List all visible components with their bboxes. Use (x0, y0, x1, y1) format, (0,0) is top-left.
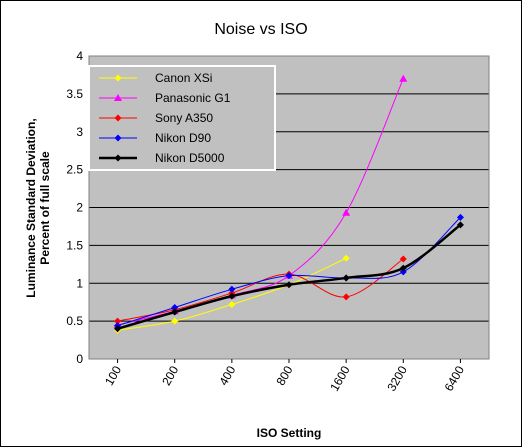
data-point-nikon-d90 (456, 213, 464, 221)
legend-marker-panasonic-g1 (114, 94, 122, 101)
legend-label-nikon-d90: Nikon D90 (155, 131, 211, 145)
y-tick-label: 4 (76, 49, 83, 63)
legend: Canon XSi Panasonic G1 Sony A350 Nikon D90 N… (88, 65, 276, 171)
y-tick-label: 0 (76, 352, 83, 366)
legend-marker-sony-a350 (114, 114, 122, 122)
series-layer (113, 74, 464, 334)
data-point-nikon-d5000 (399, 264, 407, 272)
x-tick-label: 100 (102, 363, 124, 388)
legend-label-sony-a350: Sony A350 (155, 111, 213, 125)
data-point-nikon-d5000 (285, 281, 293, 289)
legend-label-panasonic-g1: Panasonic G1 (155, 91, 231, 105)
legend-marker-canon-xsi (114, 74, 122, 82)
x-tick-label: 3200 (384, 363, 410, 393)
data-point-nikon-d5000 (342, 274, 350, 282)
chart-title: Noise vs ISO (214, 21, 307, 38)
y-tick-label: 1.5 (66, 238, 83, 252)
y-tick-labels: 0 0.5 1 1.5 2 2.5 3 3.5 4 (66, 49, 83, 366)
data-point-sony-a350 (114, 317, 122, 325)
data-point-canon-xsi (171, 317, 179, 325)
data-point-nikon-d5000 (114, 325, 122, 333)
data-point-canon-xsi (228, 300, 236, 308)
data-point-nikon-d90 (285, 272, 293, 280)
y-axis-title-line-1: Luminance Standard Deviation, (24, 118, 38, 297)
legend-marker-nikon-d5000 (114, 154, 122, 162)
x-tick-label: 1600 (327, 363, 353, 393)
y-tick-label: 2.5 (66, 163, 83, 177)
data-point-panasonic-g1 (342, 208, 351, 216)
legend-items: Canon XSi Panasonic G1 Sony A350 Nikon D90 N… (99, 71, 231, 165)
x-axis-title: ISO Setting (257, 426, 322, 440)
y-tick-label: 0.5 (66, 314, 83, 328)
x-tick-label: 400 (216, 363, 238, 388)
data-point-nikon-d90 (228, 285, 236, 293)
data-point-canon-xsi (342, 254, 350, 262)
y-axis-title-line-2: Percent of full scale (38, 151, 52, 265)
x-tick-label: 200 (159, 363, 181, 388)
y-tick-label: 3 (76, 125, 83, 139)
data-point-sony-a350 (399, 255, 407, 263)
data-point-nikon-d90 (171, 303, 179, 311)
x-tick-labels: 100 200 400 800 1600 3200 6400 (102, 359, 467, 394)
x-tick-label: 800 (273, 363, 295, 388)
x-tick-label: 6400 (442, 363, 468, 393)
y-tick-label: 1 (76, 276, 83, 290)
y-tick-label: 3.5 (66, 87, 83, 101)
data-point-nikon-d5000 (171, 308, 179, 316)
data-point-nikon-d5000 (456, 221, 464, 229)
data-point-nikon-d5000 (228, 292, 236, 300)
y-tick-label: 2 (76, 201, 83, 215)
legend-label-canon-xsi: Canon XSi (155, 71, 212, 85)
data-point-panasonic-g1 (399, 74, 408, 82)
legend-marker-nikon-d90 (114, 134, 122, 142)
data-point-sony-a350 (342, 293, 350, 301)
legend-label-nikon-d5000: Nikon D5000 (155, 151, 225, 165)
